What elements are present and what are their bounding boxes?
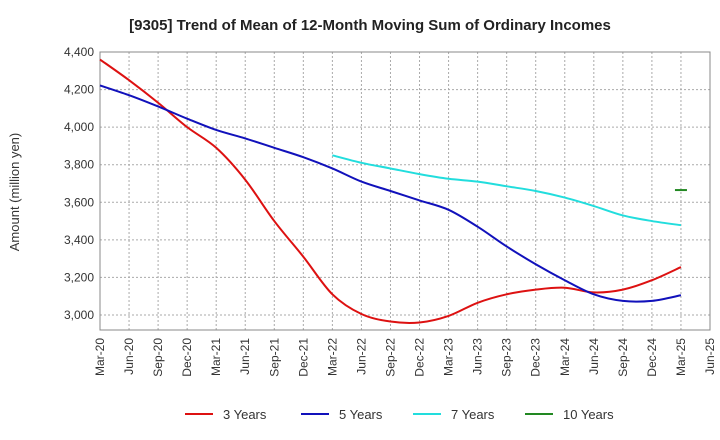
x-tick-label: Sep-23 [500, 338, 514, 377]
legend: 3 Years 5 Years 7 Years 10 Years [185, 407, 614, 422]
x-tick-label: Mar-23 [442, 338, 456, 376]
chart-title: [9305] Trend of Mean of 12-Month Moving … [129, 17, 611, 34]
y-tick-label: 3,800 [64, 158, 94, 172]
x-tick-label: Sep-20 [151, 338, 165, 377]
x-tick-label: Mar-24 [558, 338, 572, 376]
x-tick-label: Jun-23 [471, 338, 485, 375]
y-tick-label: 3,600 [64, 195, 94, 209]
y-tick-label: 4,200 [64, 83, 94, 97]
y-axis-ticks: 3,000 3,200 3,400 3,600 3,800 4,000 4,200 4,400 [64, 45, 94, 322]
x-tick-label: Mar-22 [325, 338, 339, 376]
x-tick-label: Mar-21 [209, 338, 223, 376]
x-tick-label: Sep-22 [383, 338, 397, 377]
legend-label-3-years: 3 Years [223, 407, 267, 422]
x-axis-ticks: Mar-20 Jun-20 Sep-20 Dec-20 Mar-21 Jun-21 Sep-… [93, 338, 717, 377]
series-line-5-years [99, 84, 682, 303]
y-tick-label: 3,400 [64, 233, 94, 247]
x-tick-label: Sep-21 [267, 338, 281, 377]
x-tick-label: Dec-24 [645, 338, 659, 377]
y-tick-label: 3,200 [64, 270, 94, 284]
legend-label-10-years: 10 Years [563, 407, 614, 422]
x-tick-label: Dec-22 [413, 338, 427, 377]
y-axis-title: Amount (million yen) [7, 133, 22, 252]
grid-lines [100, 51, 710, 330]
x-tick-label: Mar-25 [674, 338, 688, 376]
series-lines [99, 58, 687, 324]
x-tick-label: Jun-22 [354, 338, 368, 375]
y-tick-label: 3,000 [64, 308, 94, 322]
legend-label-7-years: 7 Years [451, 407, 495, 422]
x-tick-label: Jun-25 [703, 338, 717, 375]
x-tick-label: Jun-20 [122, 338, 136, 375]
series-line-7-years [332, 154, 682, 227]
x-tick-label: Sep-24 [616, 338, 630, 377]
x-tick-label: Jun-24 [587, 338, 601, 375]
x-tick-label: Dec-23 [529, 338, 543, 377]
legend-label-5-years: 5 Years [339, 407, 383, 422]
x-tick-label: Jun-21 [238, 338, 252, 375]
x-tick-label: Dec-21 [296, 338, 310, 377]
y-tick-label: 4,000 [64, 120, 94, 134]
y-tick-label: 4,400 [64, 45, 94, 59]
plot-area [99, 51, 711, 331]
x-tick-label: Mar-20 [93, 338, 107, 376]
x-tick-label: Dec-20 [180, 338, 194, 377]
